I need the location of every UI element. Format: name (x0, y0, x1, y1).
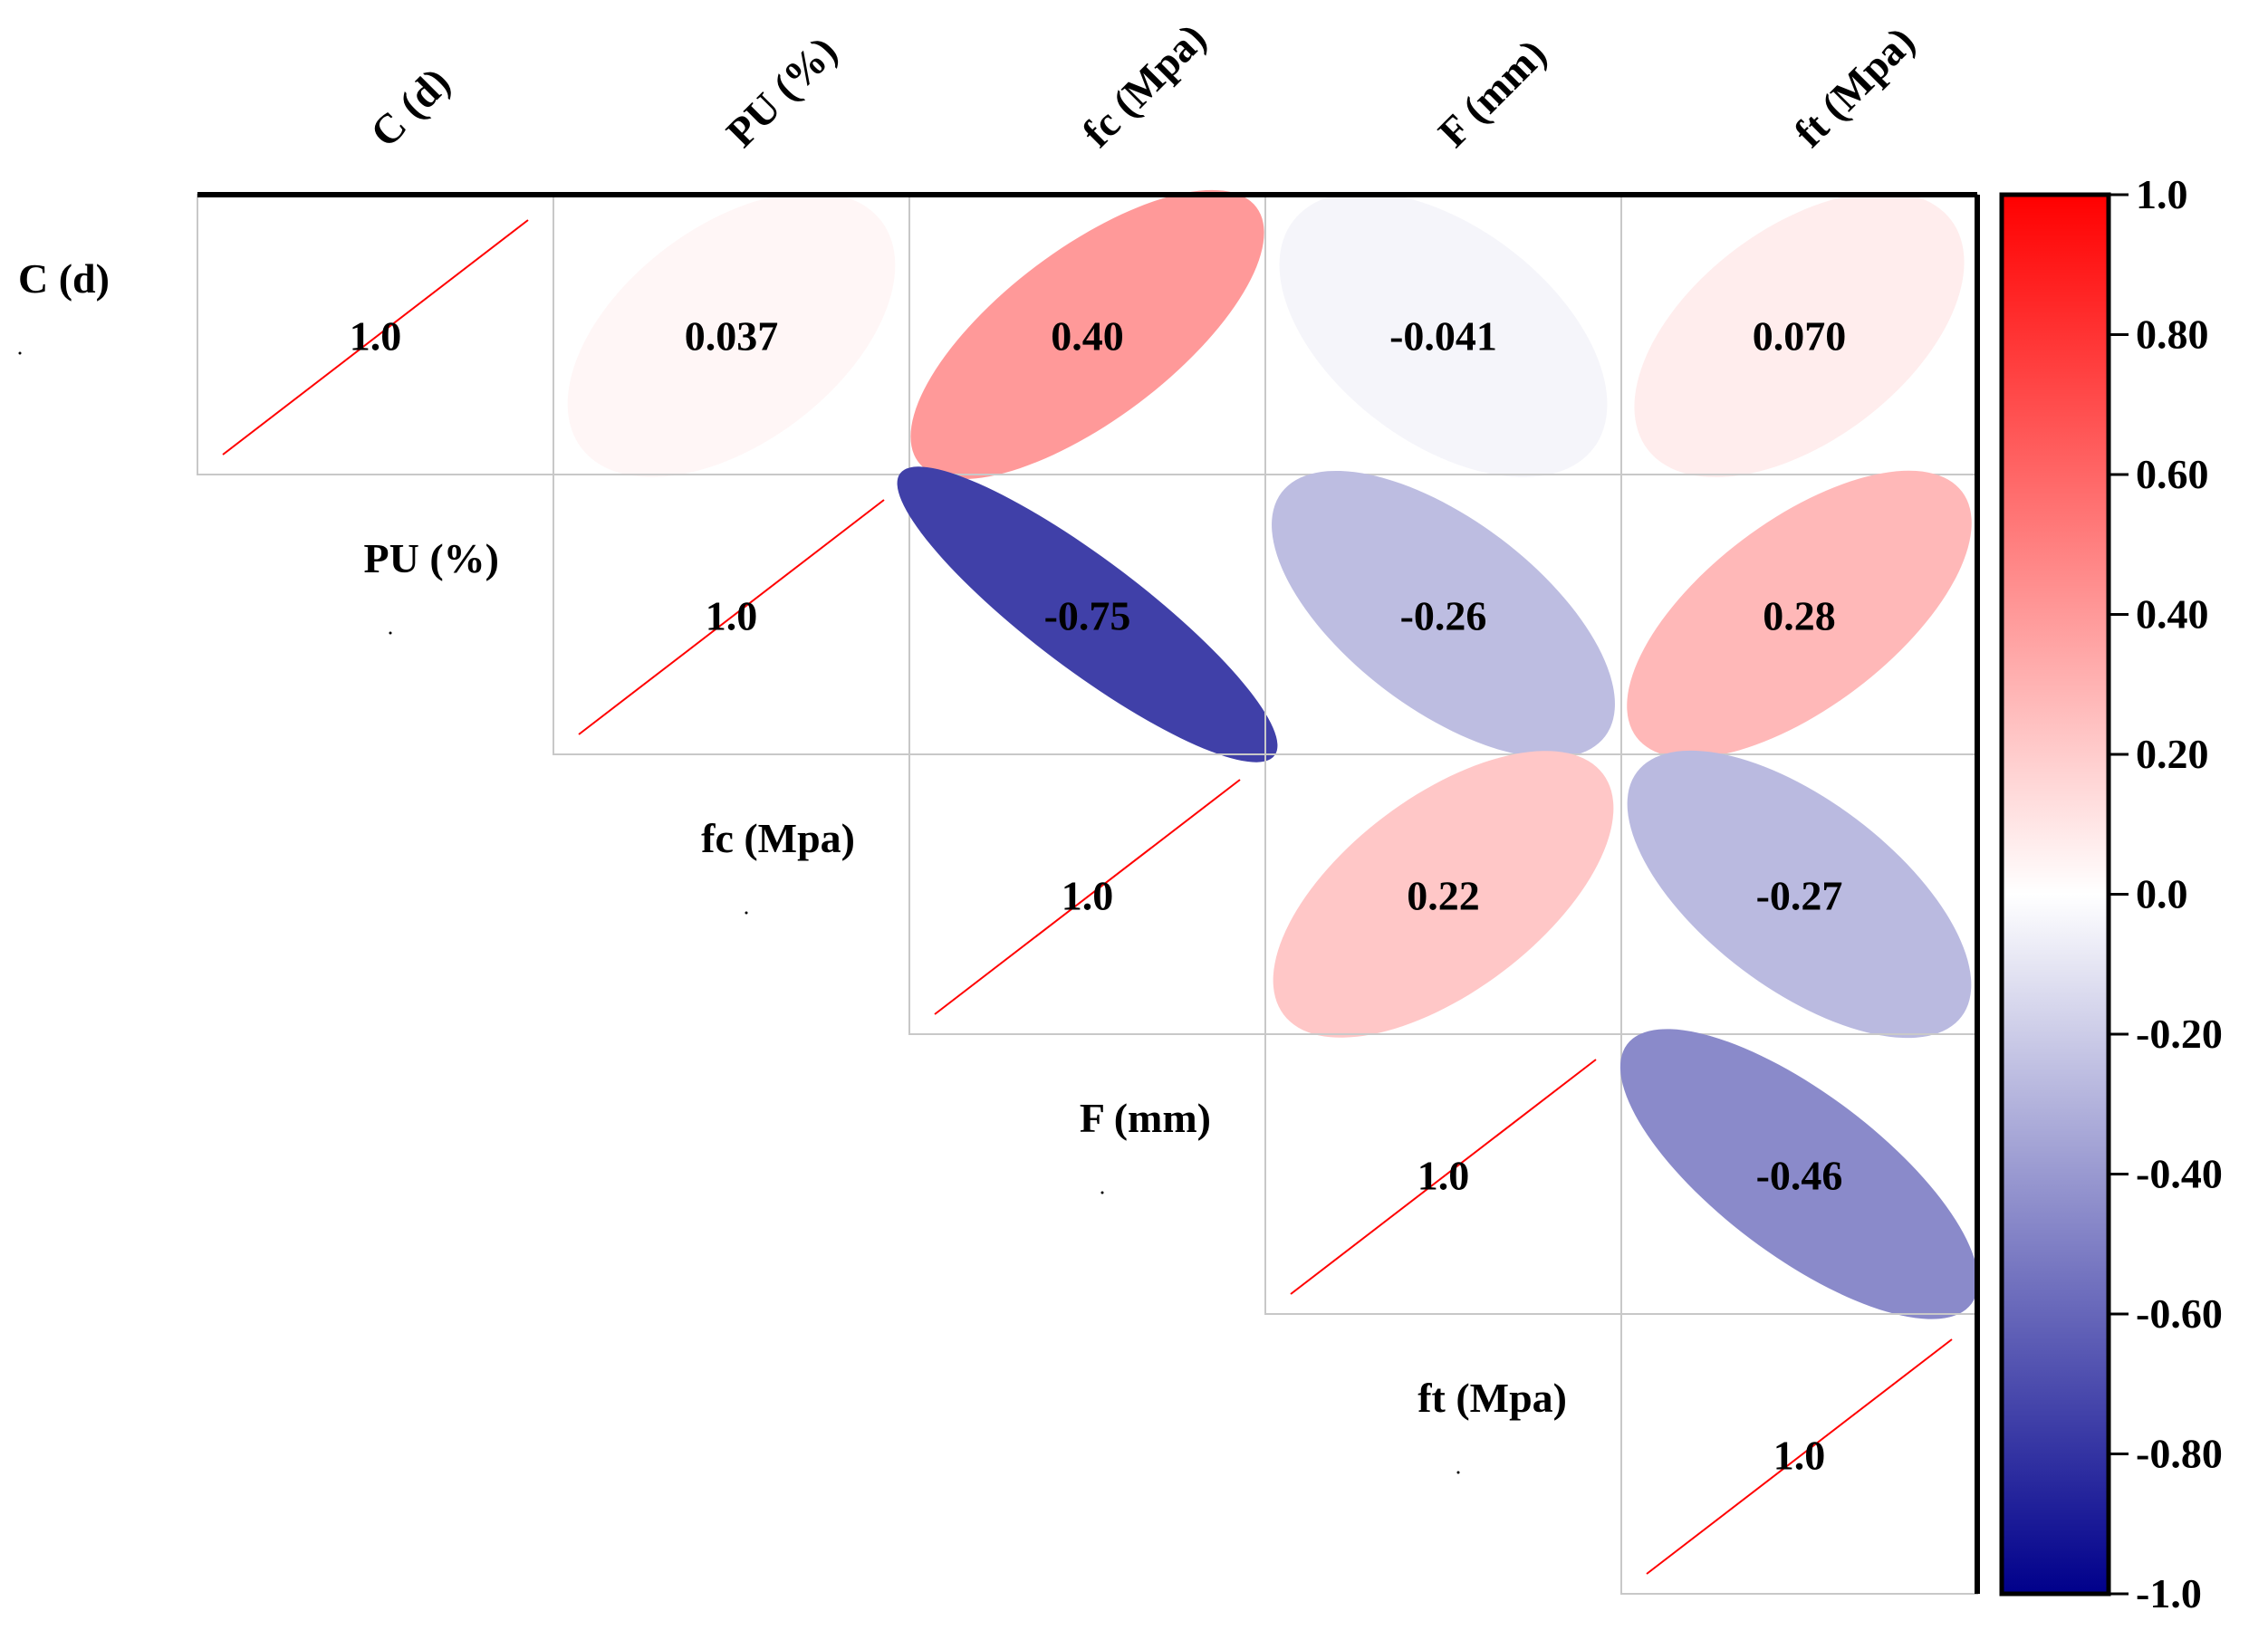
matrix-cell: -0.75 (897, 466, 1278, 762)
correlation-ellipse (1279, 192, 1608, 477)
colorbar-tick-label: 0.20 (2136, 731, 2209, 777)
correlation-ellipse (897, 466, 1278, 762)
cell-value-label: 0.037 (685, 313, 779, 360)
colorbar-tick-label: -0.80 (2136, 1431, 2223, 1477)
matrix-cell: 1.0 (1620, 1313, 1978, 1595)
correlation-ellipse (1619, 1029, 1979, 1319)
cell-value-label: 1.0 (1418, 1153, 1470, 1199)
colorbar-tick-label: -0.60 (2136, 1290, 2223, 1337)
matrix-cell: 0.28 (1620, 470, 1978, 759)
cell-value-label: -0.75 (1044, 593, 1131, 639)
matrix-cell: -0.26 (1264, 470, 1622, 759)
cell-value-label: -0.46 (1756, 1153, 1843, 1199)
row-label-ft-mpa: ft (Mpa) (1418, 1375, 1567, 1421)
diagonal-line (934, 779, 1241, 1015)
variable-labels: C (d) C (d) PU (%) PU (%) fc (Mpa) fc (Mpa) F … (18, 14, 1924, 1474)
label-dot-mark (389, 631, 392, 635)
cell-value-label: 0.070 (1753, 313, 1847, 360)
correlation-ellipse (1273, 751, 1614, 1038)
column-label-f-mm: F (mm) (1429, 30, 1555, 156)
matrix-cell: 1.0 (908, 753, 1266, 1035)
cell-value-label: 1.0 (1062, 873, 1114, 919)
diagonal-line (222, 219, 529, 456)
cell-value-label: -0.26 (1400, 593, 1487, 639)
colorbar-tick-label: -0.40 (2136, 1151, 2223, 1197)
matrix-cell: -0.46 (1619, 1029, 1979, 1319)
colorbar-tick-label: 0.40 (2136, 591, 2209, 638)
diagonal-line (578, 499, 885, 735)
matrix-cell: 1.0 (1264, 1033, 1622, 1315)
cell-value-label: 0.22 (1407, 873, 1480, 919)
matrix-cell: 1.0 (553, 474, 910, 755)
cell-value-label: 1.0 (706, 593, 758, 639)
colorbar-tick-label: 1.0 (2136, 171, 2188, 217)
colorbar: 1.0 0.80 0.60 0.40 0.20 0.0 -0.20 -0.40 -0.60 -0.… (1999, 171, 2223, 1616)
row-label-pu: PU (%) (364, 535, 499, 581)
matrix-cell: 1.0 (197, 194, 554, 475)
label-dot-mark (1100, 1191, 1104, 1194)
column-label-ft-mpa: ft (Mpa) (1785, 17, 1924, 156)
correlation-ellipse (1627, 750, 1972, 1039)
label-dot-mark (745, 911, 748, 915)
colorbar-tick-label: -0.20 (2136, 1011, 2223, 1057)
matrix-frame (197, 192, 1980, 1594)
matrix-cell: 0.40 (908, 189, 1266, 480)
colorbar-tick-label: 0.80 (2136, 312, 2209, 358)
cell-value-label: 0.28 (1763, 593, 1836, 639)
row-label-f-mm: F (mm) (1080, 1095, 1211, 1141)
cell-value-label: 1.0 (1773, 1433, 1826, 1479)
column-label-c-d: C (d) (361, 59, 458, 156)
label-dot-mark (1456, 1471, 1460, 1474)
cell-value-label: -0.27 (1756, 873, 1843, 919)
diagonal-line (1646, 1338, 1953, 1575)
colorbar-gradient (1999, 192, 2111, 1597)
matrix-cells: 1.0 0.037 0.40 -0.041 0.070 1.0 -0.75 -0.26 0.28… (197, 189, 1979, 1595)
correlation-ellipse (910, 189, 1264, 480)
colorbar-tick-label: 0.60 (2136, 451, 2209, 497)
row-label-fc-mpa: fc (Mpa) (701, 815, 855, 861)
column-label-pu: PU (%) (717, 27, 846, 156)
matrix-cell: 0.22 (1264, 751, 1622, 1038)
colorbar-tick-label: 0.0 (2136, 871, 2188, 917)
cell-value-label: 1.0 (350, 313, 402, 360)
diagonal-line (1290, 1059, 1597, 1295)
correlation-ellipse (1634, 192, 1965, 477)
row-label-c-d: C (d) (18, 255, 110, 302)
cell-value-label: 0.40 (1051, 313, 1124, 360)
label-dot-mark (18, 351, 22, 355)
column-label-fc-mpa: fc (Mpa) (1073, 14, 1215, 156)
correlation-ellipse (567, 192, 896, 477)
correlation-ellipse (1627, 470, 1972, 759)
cell-value-label: -0.041 (1389, 313, 1497, 360)
colorbar-tick-label: -1.0 (2136, 1570, 2202, 1616)
correlation-ellipse (1272, 470, 1615, 759)
